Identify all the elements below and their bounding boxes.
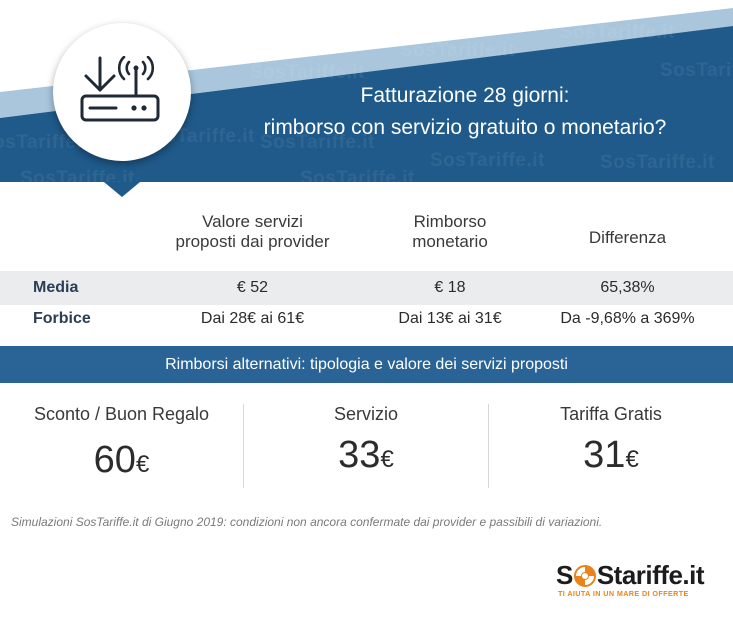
- table-cell: 65,38%: [600, 279, 655, 296]
- table-cell: Da -9,68% a 369%: [560, 310, 695, 327]
- table-cell: Dai 28€ ai 61€: [200, 310, 305, 327]
- router-icon-badge: [53, 23, 191, 161]
- alternative-value: 33€: [338, 434, 394, 476]
- column-header-differenza: Differenza: [588, 228, 667, 247]
- alternative-value: 60€: [93, 439, 150, 481]
- logo-tagline: TI AIUTA IN UN MARE DI OFFERTE: [558, 589, 689, 598]
- row-label: Forbice: [33, 310, 91, 327]
- column-header-valore-servizi: Valore servizi proposti dai provider: [175, 212, 330, 251]
- logo-wordmark: S Stariffe.it: [556, 560, 705, 590]
- alternative-servizio: Servizio 33€: [244, 404, 488, 477]
- table-row-forbice: Forbice Dai 28€ ai 61€ Dai 13€ ai 31€ Da…: [0, 302, 733, 336]
- router-download-icon: [80, 56, 160, 122]
- alternative-value: 31€: [583, 434, 639, 476]
- table-cell: € 52: [236, 279, 269, 296]
- lifebuoy-icon: [573, 565, 596, 587]
- column-header-rimborso: Rimborso monetario: [412, 212, 488, 251]
- title-line-2: rimborso con servizio gratuito o monetar…: [263, 116, 667, 139]
- footnote: Simulazioni SosTariffe.it di Giugno 2019…: [11, 515, 603, 529]
- divider: [488, 404, 489, 488]
- page-title: Fatturazione 28 giorni: rimborso con ser…: [215, 80, 715, 144]
- row-label: Media: [33, 279, 79, 296]
- table-cell: € 18: [434, 279, 466, 296]
- sostariffe-logo: S Stariffe.it TI AIUTA IN UN MARE DI OFFE…: [556, 560, 721, 600]
- header-banner: SosTariffe.it SosTariffe.it SosTariffe.i…: [0, 0, 733, 198]
- title-line-1: Fatturazione 28 giorni:: [360, 84, 570, 107]
- table-cell: Dai 13€ ai 31€: [398, 310, 502, 327]
- table-row-media: Media € 52 € 18 65,38%: [0, 271, 733, 305]
- alternative-tariffa-gratis: Tariffa Gratis 31€: [489, 404, 733, 477]
- divider: [243, 404, 244, 488]
- alternative-sconto: Sconto / Buon Regalo 60€: [0, 404, 243, 482]
- alternative-name: Servizio: [333, 404, 399, 424]
- alternative-name: Sconto / Buon Regalo: [33, 404, 210, 424]
- alternative-name: Tariffa Gratis: [560, 404, 662, 424]
- section-banner: Rimborsi alternativi: tipologia e valore…: [0, 346, 733, 383]
